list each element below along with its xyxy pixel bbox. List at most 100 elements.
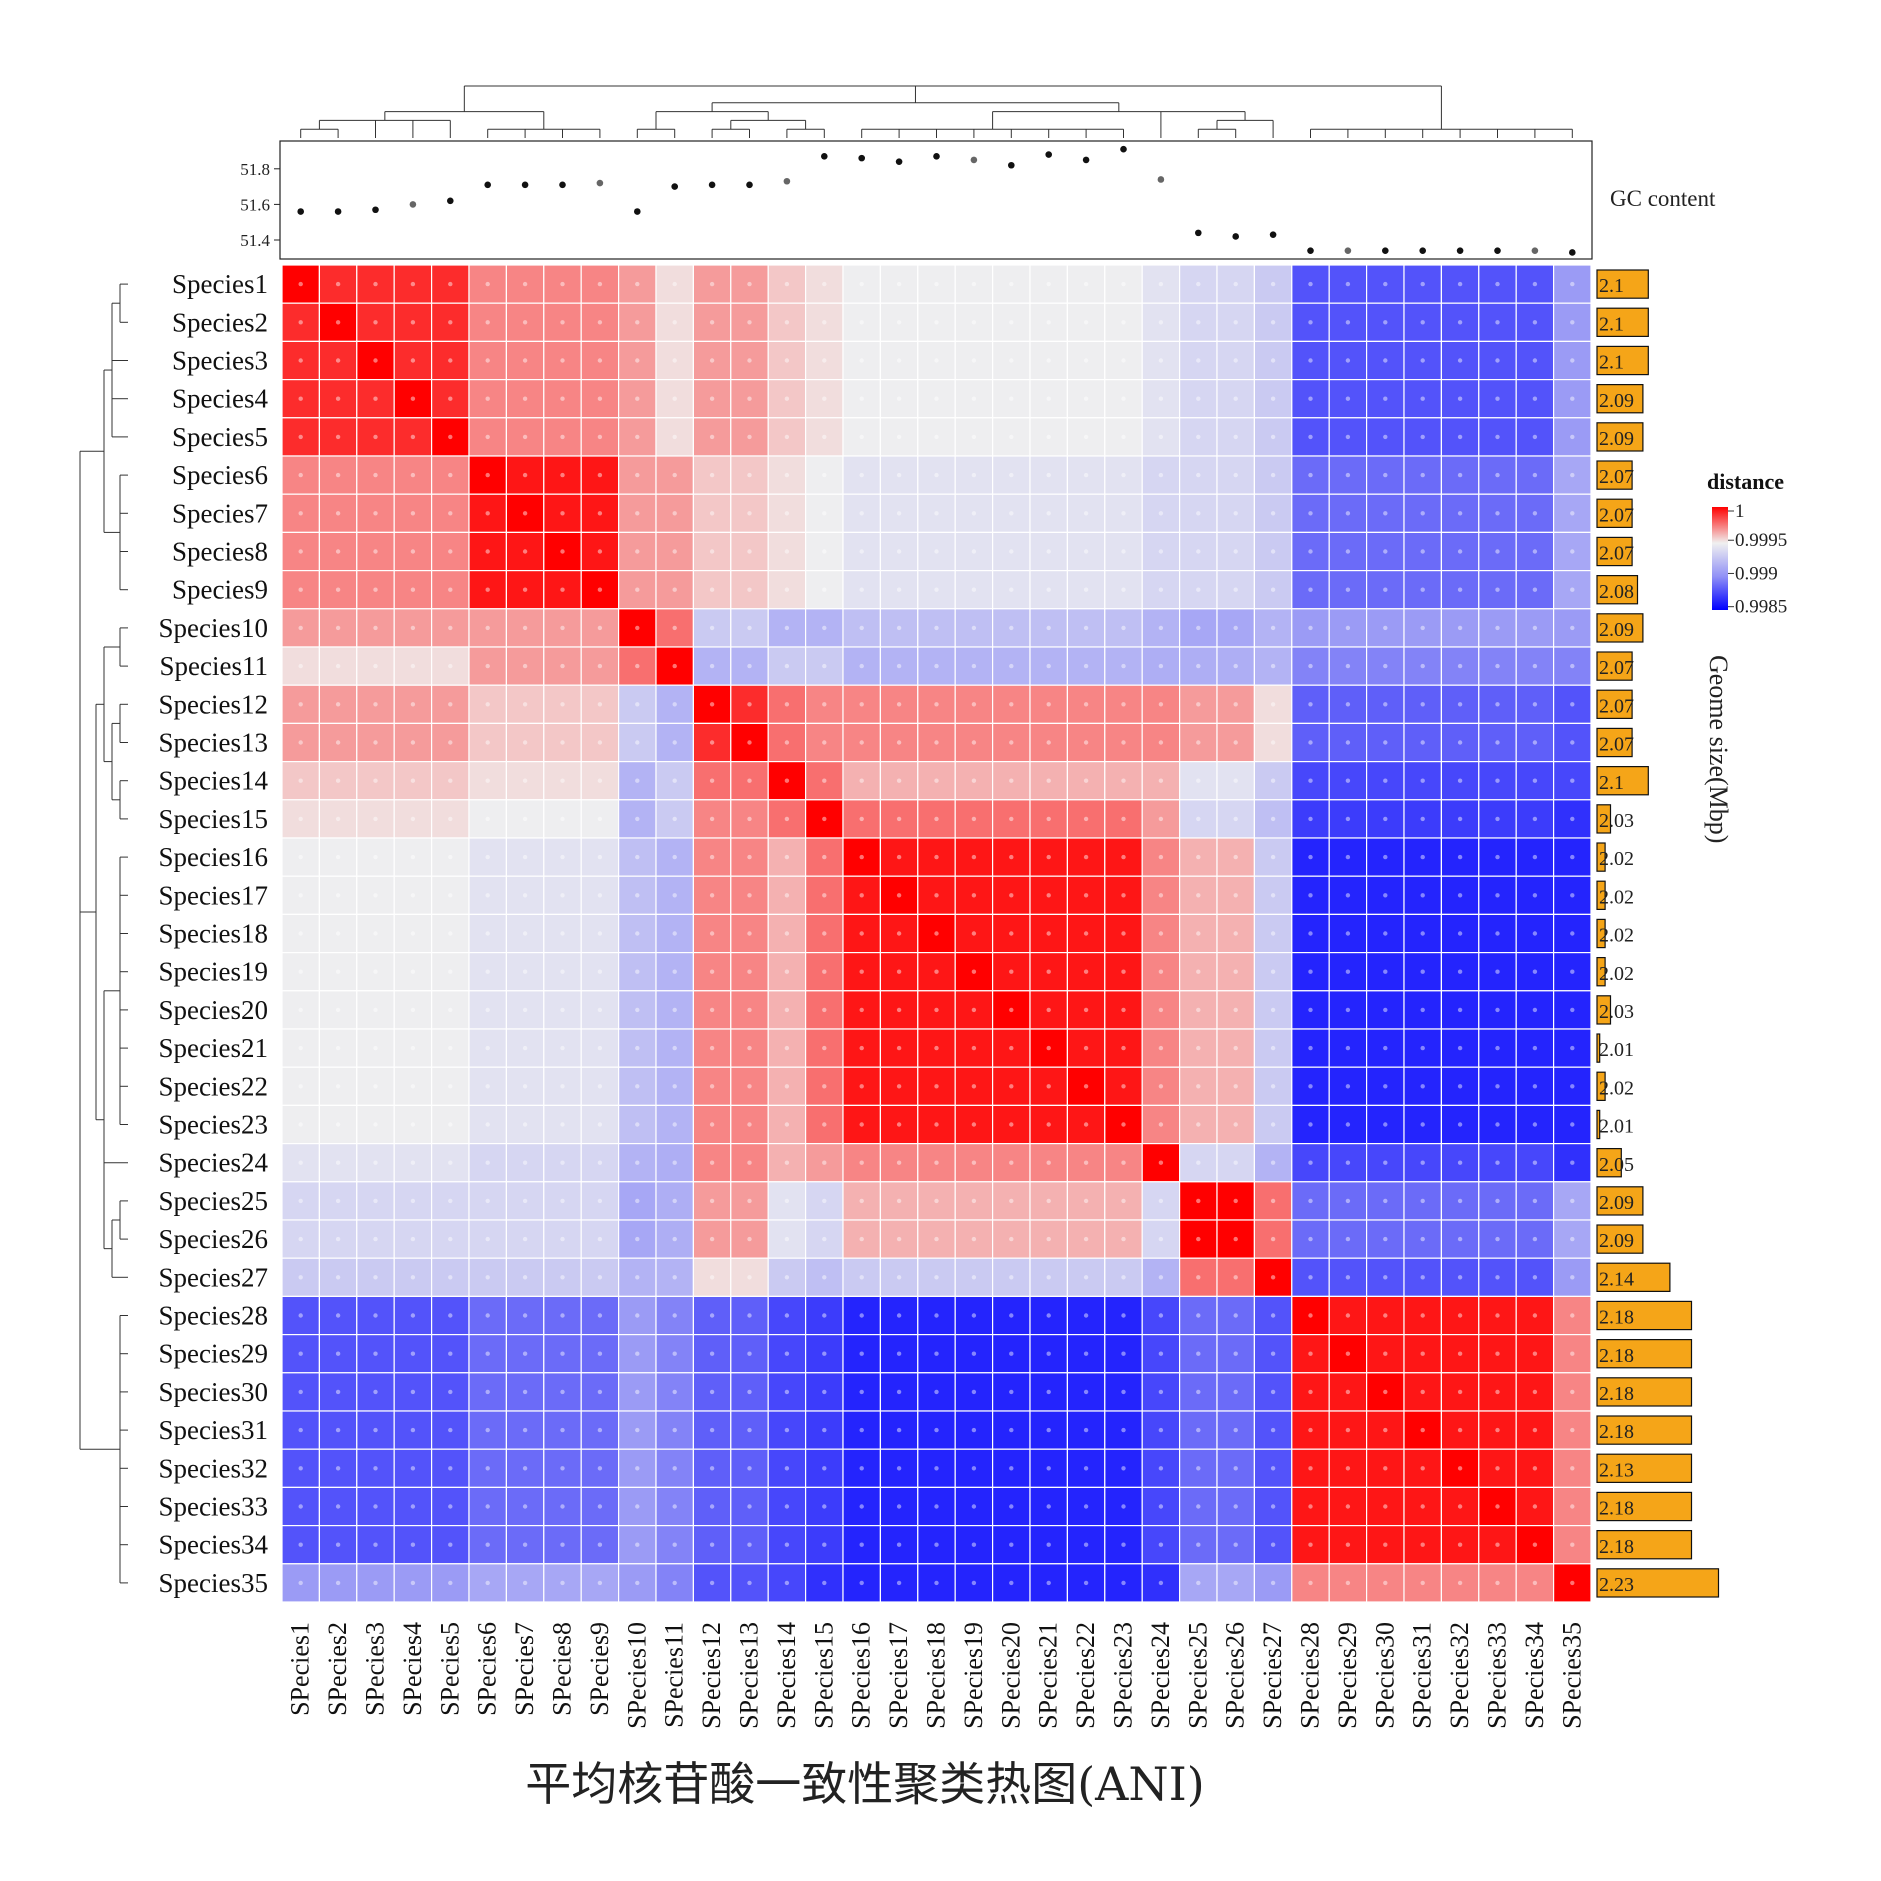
heatmap-cell (1216, 722, 1256, 763)
row-label: Species30 (159, 1377, 268, 1407)
heatmap-cell (1178, 302, 1218, 343)
heatmap-cell (505, 760, 545, 801)
legend-tick-label: 0.9985 (1735, 597, 1787, 618)
heatmap-cell (767, 722, 807, 763)
cell-marker (560, 969, 565, 974)
cell-marker (784, 854, 790, 860)
cell-marker (934, 893, 939, 898)
heatmap-cell (804, 684, 844, 725)
cell-marker (1345, 434, 1351, 440)
heatmap-cell (1328, 1333, 1368, 1374)
heatmap-cell (431, 1333, 470, 1374)
heatmap-cell (917, 1486, 956, 1527)
cell-marker (1383, 549, 1388, 554)
heatmap-cell (655, 608, 695, 648)
heatmap-cell (954, 1219, 994, 1259)
heatmap-cell (1291, 1142, 1330, 1183)
cell-marker (747, 893, 752, 898)
cell-marker (522, 1542, 528, 1547)
genome-size-value: 2.02 (1599, 925, 1634, 947)
heatmap-cell (356, 417, 395, 457)
genome-size-value: 2.18 (1599, 1536, 1634, 1558)
cell-marker (1196, 1466, 1201, 1471)
cell-marker (1121, 816, 1126, 822)
cell-marker (747, 1198, 752, 1204)
heatmap-cell (730, 875, 769, 916)
genome-size-value: 2.1 (1599, 313, 1624, 335)
heatmap-cell (1066, 1333, 1106, 1374)
heatmap-cell (1066, 417, 1106, 457)
heatmap-cell (543, 1257, 582, 1297)
cell-marker (1420, 663, 1425, 669)
heatmap-cell (655, 1295, 695, 1336)
gc-point (858, 154, 865, 162)
cell-marker (335, 1275, 341, 1280)
cell-marker (672, 854, 677, 860)
heatmap-cell (1253, 417, 1293, 457)
cell-marker (747, 1007, 752, 1013)
cell-marker (859, 931, 864, 936)
heatmap-cell (1029, 302, 1069, 343)
cell-marker (747, 320, 752, 325)
cell-marker (1196, 396, 1201, 401)
cell-marker (1009, 1007, 1014, 1013)
cell-marker (822, 854, 827, 860)
cell-marker (1495, 663, 1500, 669)
gc-point (484, 181, 492, 189)
cell-marker (822, 1122, 827, 1127)
cell-marker (784, 1198, 790, 1204)
heatmap-cell (1029, 646, 1069, 686)
heatmap-cell (1515, 646, 1555, 686)
cell-marker (335, 511, 341, 516)
cell-marker (335, 1160, 341, 1165)
cell-marker (896, 1007, 902, 1013)
heatmap-cell (692, 913, 732, 954)
heatmap-cell (1365, 417, 1405, 457)
cell-marker (672, 396, 677, 401)
cell-marker (1046, 1542, 1051, 1547)
gc-point (1419, 247, 1426, 254)
heatmap-cell (617, 455, 657, 495)
cell-marker (1009, 1389, 1014, 1395)
cell-marker (1345, 1160, 1351, 1165)
cell-marker (1121, 1275, 1126, 1280)
cell-marker (784, 1504, 790, 1509)
cell-marker (522, 931, 528, 936)
heatmap-cell (468, 417, 508, 457)
heatmap-cell (730, 1524, 769, 1565)
heatmap-cell (1216, 531, 1256, 572)
heatmap-cell (804, 569, 844, 610)
cell-marker (747, 396, 752, 401)
cell-marker (373, 1045, 378, 1051)
heatmap-cell (1291, 264, 1330, 304)
cell-marker (1270, 1466, 1276, 1471)
cell-marker (448, 663, 453, 669)
genome-size-bar (1596, 1377, 1693, 1407)
cell-marker (522, 702, 528, 707)
cell-marker (1121, 549, 1126, 554)
cell-marker (784, 587, 790, 592)
heatmap-cell (767, 799, 807, 839)
cell-marker (597, 1313, 603, 1318)
row-label: Species2 (172, 307, 268, 337)
heatmap-cell (1440, 1104, 1480, 1145)
cell-marker (747, 1389, 752, 1395)
cell-marker (1046, 1275, 1051, 1280)
gc-point (933, 153, 940, 160)
heatmap-cell (1104, 1181, 1143, 1221)
cell-marker (1009, 396, 1014, 401)
cell-marker (709, 893, 715, 898)
cell-marker (934, 358, 939, 363)
cell-marker (971, 1504, 977, 1509)
cell-marker (298, 778, 303, 783)
heatmap-cell (1552, 608, 1592, 648)
cell-marker (1457, 969, 1463, 974)
cell-marker (859, 625, 864, 631)
gc-tick-label: 51.6 (240, 195, 270, 214)
cell-marker (896, 1122, 902, 1127)
cell-marker (1383, 1580, 1388, 1586)
cell-marker (1083, 1580, 1089, 1586)
cell-marker (1495, 1504, 1500, 1509)
genome-size-value: 2.1 (1599, 772, 1624, 794)
cell-marker (971, 1084, 977, 1089)
